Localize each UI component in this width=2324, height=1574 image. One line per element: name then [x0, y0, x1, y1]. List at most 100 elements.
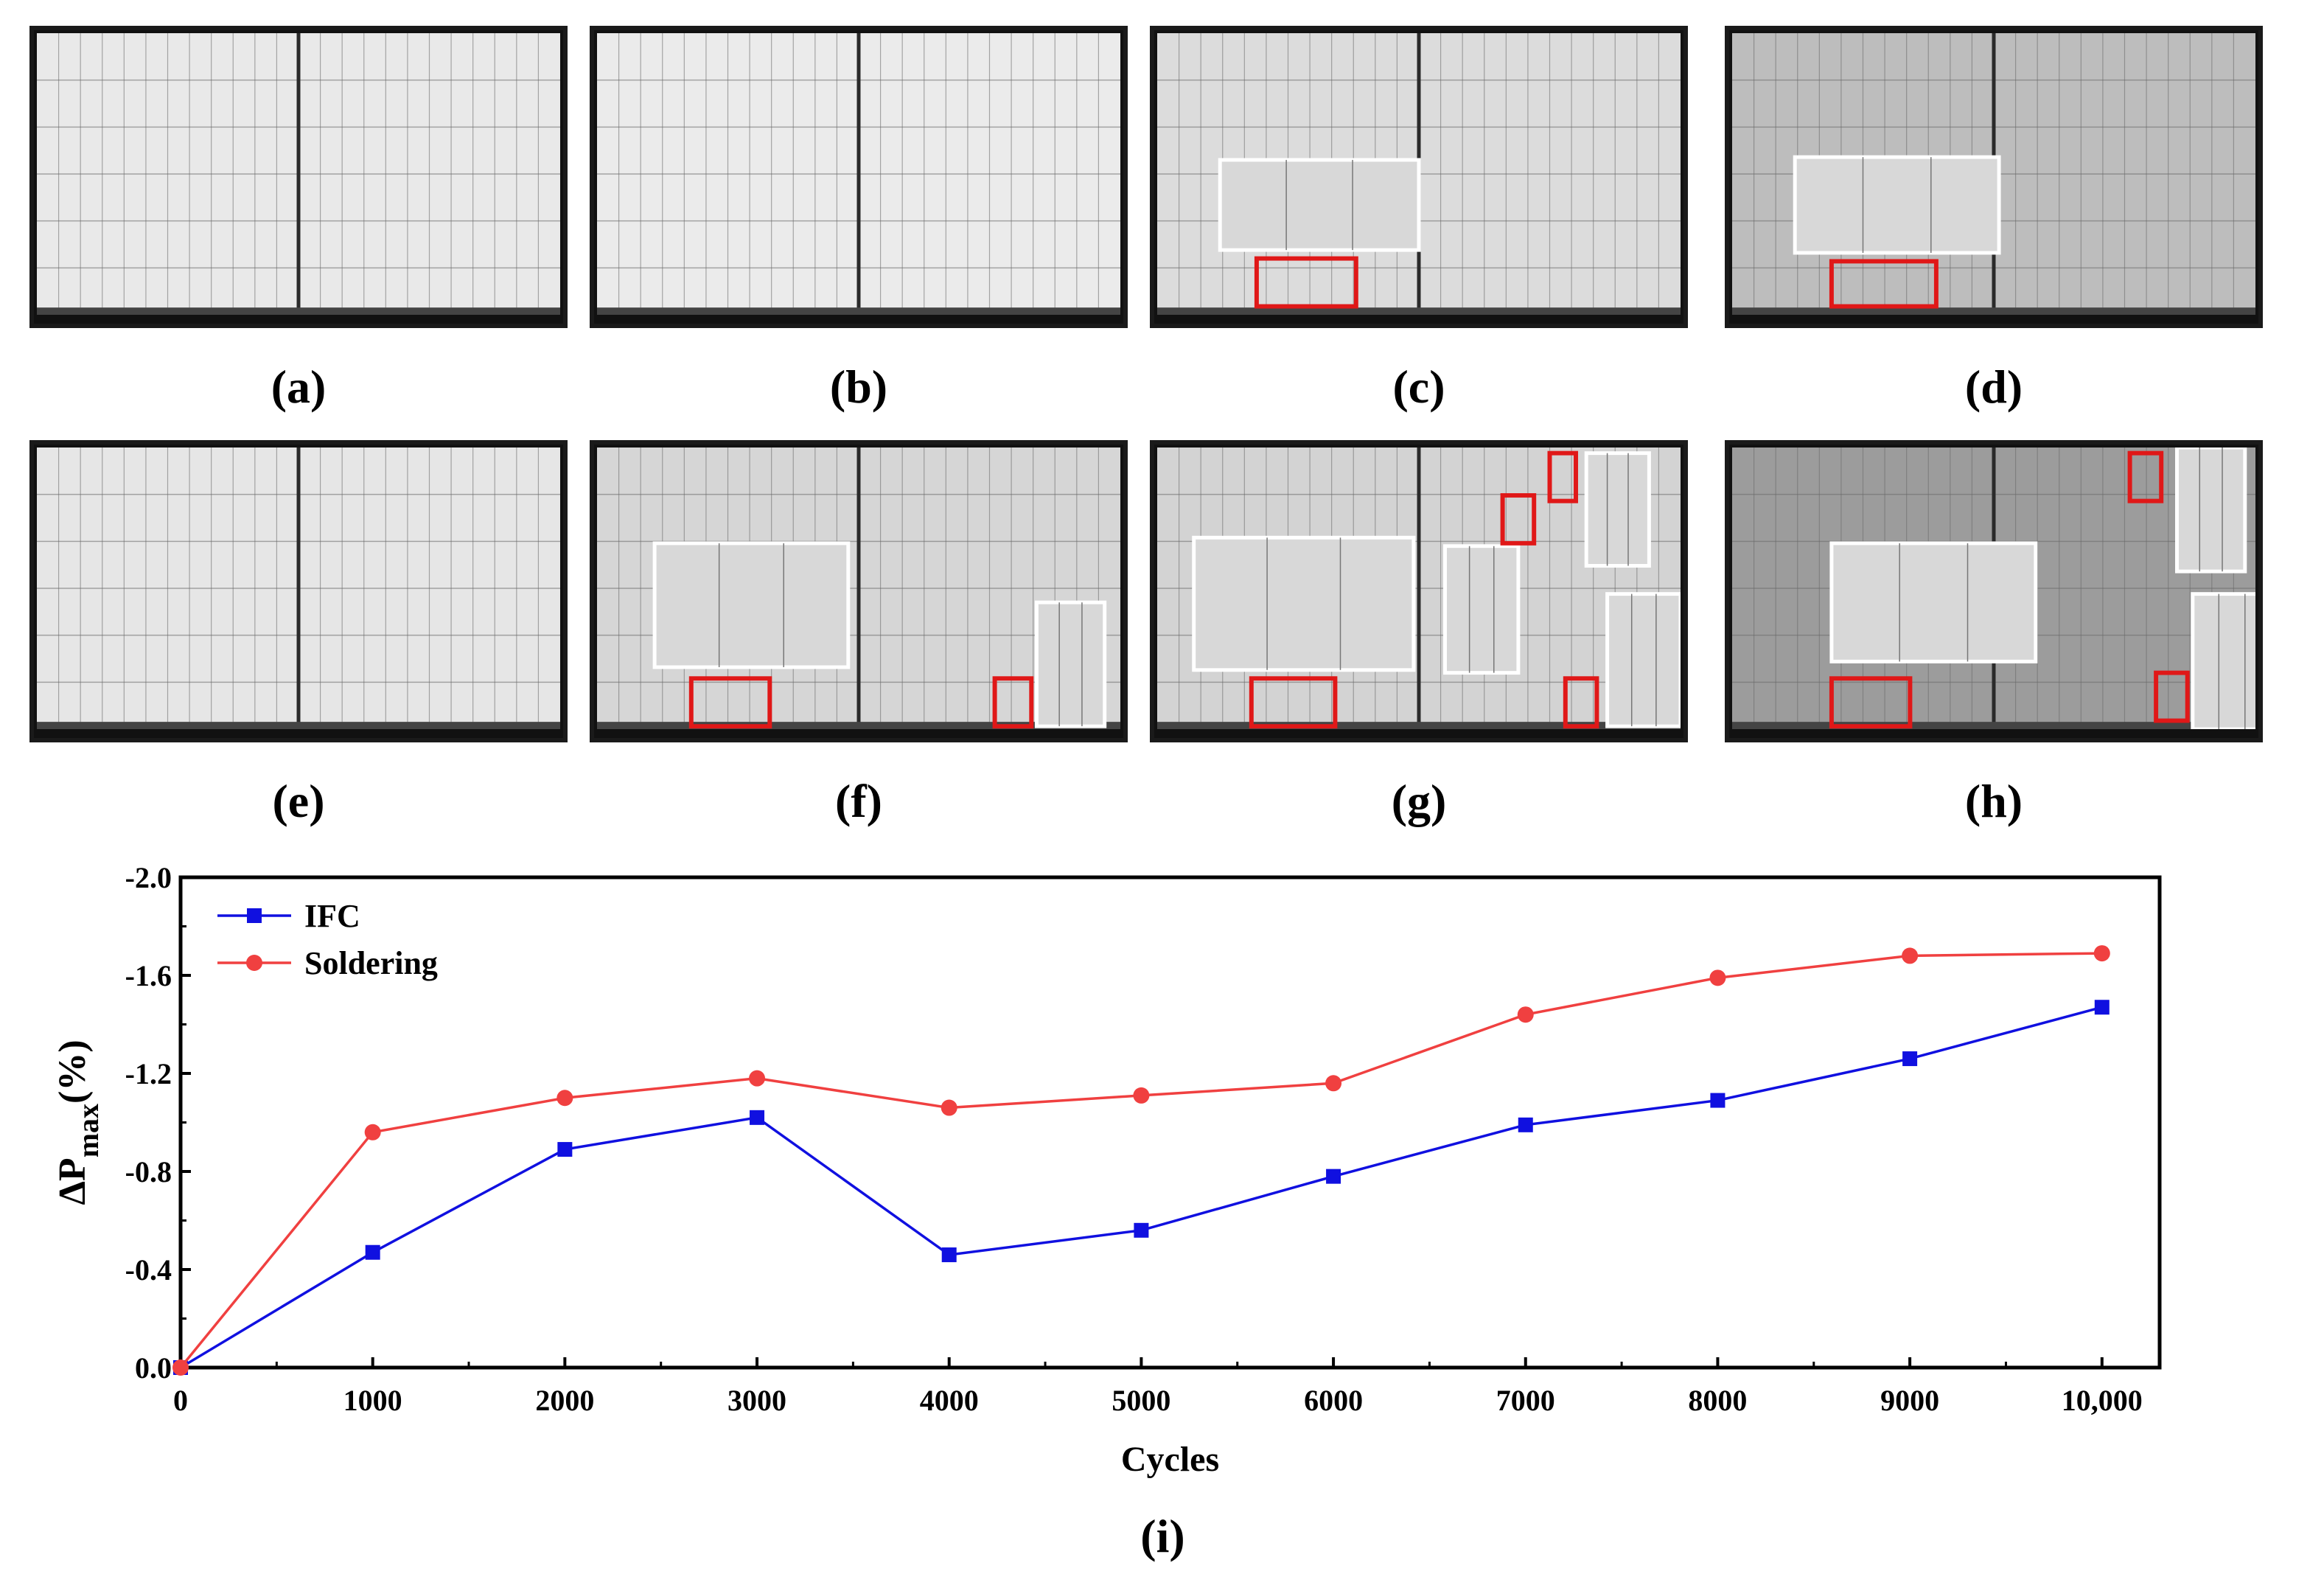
data-point-circle	[364, 1124, 381, 1141]
el-image	[1157, 448, 1681, 729]
legend-marker	[246, 955, 262, 971]
legend-marker	[247, 908, 262, 923]
x-tick-label: 9000	[1880, 1384, 1939, 1417]
y-label-subscript: max	[71, 1104, 105, 1157]
el-image-panel-c	[1150, 26, 1688, 328]
module-bottom-strip	[1157, 722, 1681, 729]
defect-zoom-box	[2191, 592, 2255, 729]
y-tick-label: -0.8	[125, 1155, 172, 1188]
data-point-square	[1134, 1222, 1149, 1238]
defect-highlight-box	[688, 676, 772, 729]
defect-zoom-box	[1443, 544, 1521, 675]
data-point-square	[2094, 1000, 2110, 1015]
legend: IFC Soldering	[217, 898, 438, 981]
el-image	[597, 33, 1120, 315]
el-image	[37, 33, 560, 315]
defect-highlight-box	[1547, 450, 1578, 504]
data-point-square	[1902, 1051, 1918, 1067]
defect-highlight-box	[1249, 676, 1338, 729]
el-image-panel-f	[590, 440, 1128, 742]
el-image	[1157, 33, 1681, 315]
zoom-box-frame	[1605, 592, 1681, 728]
legend-label: Soldering	[304, 945, 438, 981]
data-point-square	[1518, 1117, 1533, 1132]
el-image	[37, 448, 560, 729]
defect-highlight-box	[1254, 256, 1358, 309]
panel-image	[597, 448, 1120, 729]
data-point-square	[941, 1247, 957, 1263]
defect-highlight-box	[2127, 450, 2164, 504]
panel-image	[37, 33, 560, 315]
el-image-panel-h	[1725, 440, 2263, 742]
data-point-circle	[1709, 969, 1726, 986]
legend-label: IFC	[304, 898, 360, 934]
zoom-box-frame	[2191, 592, 2255, 729]
defect-highlight-box	[1829, 676, 1913, 729]
data-point-circle	[2093, 945, 2110, 962]
defect-highlight-box	[1829, 259, 1939, 309]
data-point-circle	[749, 1070, 766, 1087]
y-tick-label: -1.6	[125, 959, 172, 992]
x-tick-label: 5000	[1112, 1384, 1170, 1417]
y-tick-label: -0.4	[125, 1253, 172, 1286]
zoom-box-frame	[2175, 448, 2247, 574]
x-tick-label: 6000	[1304, 1384, 1363, 1417]
power-loss-chart: 0.0 -0.4 -0.8 -1.2 -1.6 -2.0 0 1000 2000 3000 4000…	[52, 861, 2162, 1562]
figure-caption-i: (i)	[1140, 1510, 1184, 1562]
data-point-square	[750, 1110, 765, 1125]
defect-zoom-box	[1034, 600, 1107, 728]
zoom-box-frame	[1192, 535, 1416, 672]
panel-image	[1157, 448, 1681, 729]
data-point-circle	[1517, 1006, 1534, 1023]
panel-caption-c: (c)	[1392, 361, 1445, 413]
x-tick-label: 0	[173, 1384, 188, 1417]
x-tick-label: 3000	[727, 1384, 786, 1417]
defect-zoom-box	[1605, 592, 1681, 728]
module-bottom-strip	[37, 307, 560, 315]
el-image	[597, 448, 1120, 729]
zoom-box-frame	[1218, 158, 1421, 252]
defect-zoom-box	[1218, 158, 1421, 252]
x-tick-label: 8000	[1688, 1384, 1747, 1417]
module-bottom-strip	[1157, 307, 1681, 315]
zoom-box-frame	[1443, 544, 1521, 675]
panel-caption-e: (e)	[272, 775, 325, 827]
el-image-panel-g	[1150, 440, 1688, 742]
x-tick-label: 7000	[1496, 1384, 1555, 1417]
defect-highlight-box	[1563, 676, 1599, 729]
el-image	[1732, 448, 2255, 729]
x-axis-label: Cycles	[1121, 1440, 1219, 1479]
defect-highlight-box	[992, 676, 1034, 729]
data-point-circle	[1325, 1075, 1342, 1092]
series-soldering	[172, 945, 2110, 1376]
data-point-square	[365, 1244, 380, 1260]
zoom-box-frame	[1034, 600, 1107, 728]
el-image-panel-e	[29, 440, 568, 742]
module-bottom-strip	[37, 722, 560, 729]
defect-highlight-box	[2154, 670, 2190, 723]
panel-caption-b: (b)	[829, 361, 888, 413]
panel-image	[1157, 33, 1681, 315]
el-image-panel-a	[29, 26, 568, 328]
y-tick-label: 0.0	[135, 1351, 172, 1385]
series-line	[180, 1006, 2103, 1369]
y-label-main: ΔP	[52, 1157, 94, 1205]
defect-zoom-box	[652, 541, 851, 669]
data-point-square	[557, 1142, 573, 1157]
plot-frame	[178, 875, 2162, 1370]
zoom-box-frame	[1829, 541, 2038, 664]
y-axis-label: ΔPmax(%)	[52, 1040, 105, 1205]
el-image-panel-d	[1725, 26, 2263, 328]
data-point-circle	[941, 1099, 957, 1116]
x-tick-label: 1000	[343, 1384, 402, 1417]
data-point-circle	[1133, 1087, 1150, 1104]
el-image-panel-b	[590, 26, 1128, 328]
zoom-box-frame	[1584, 451, 1651, 568]
x-tick-label: 10,000	[2062, 1384, 2143, 1417]
panel-caption-g: (g)	[1391, 775, 1447, 827]
zoom-box-frame	[1793, 155, 2001, 255]
data-point-square	[1326, 1169, 1341, 1184]
x-tick-label: 4000	[920, 1384, 979, 1417]
panel-image	[1732, 448, 2255, 729]
panel-caption-f: (f)	[835, 775, 882, 827]
